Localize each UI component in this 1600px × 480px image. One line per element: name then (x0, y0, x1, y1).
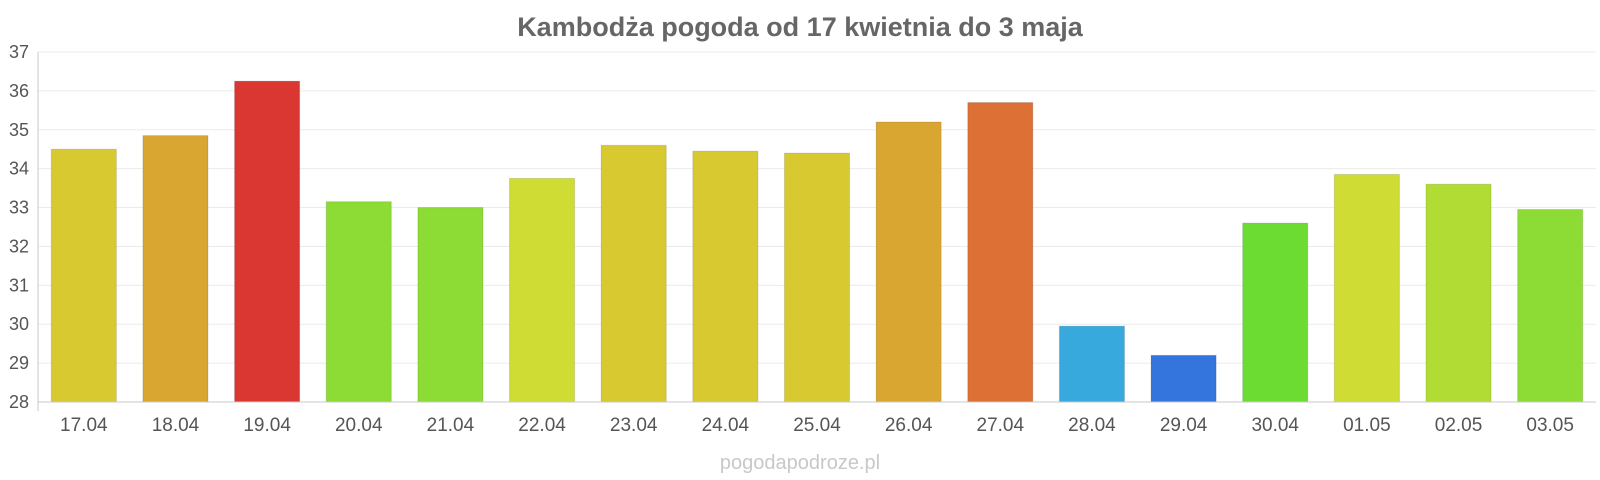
x-category-label: 28.04 (1068, 415, 1116, 436)
axes (37, 52, 1596, 411)
y-tick-label: 31 (9, 275, 29, 295)
y-tick-label: 29 (9, 353, 29, 373)
bar-25.04 (783, 152, 851, 403)
bar-21.04 (417, 207, 484, 403)
x-category-label: 26.04 (885, 415, 933, 436)
chart-title: Kambodża pogoda od 17 kwietnia do 3 maja (517, 12, 1084, 42)
y-tick-label: 30 (9, 314, 29, 334)
x-category-label: 02.05 (1435, 415, 1483, 436)
bar-19.04 (234, 80, 301, 403)
x-category-label: 19.04 (243, 415, 291, 436)
x-category-label: 17.04 (60, 415, 108, 436)
bar-23.04 (600, 144, 667, 403)
x-category-label: 23.04 (610, 415, 658, 436)
x-category-label: 21.04 (427, 415, 475, 436)
bar-28.04 (1058, 325, 1125, 403)
bars (50, 80, 1584, 403)
x-category-label: 18.04 (152, 415, 200, 436)
bar-02.05 (1425, 183, 1492, 403)
x-category-label: 22.04 (518, 415, 566, 436)
bar-27.04 (967, 102, 1034, 403)
x-category-label: 20.04 (335, 415, 383, 436)
bar-30.04 (1242, 222, 1309, 403)
y-tick-label: 28 (9, 392, 29, 412)
bar-29.04 (1150, 354, 1217, 403)
y-tick-label: 34 (9, 159, 29, 179)
bar-26.04 (875, 121, 942, 403)
x-category-label: 03.05 (1526, 415, 1574, 436)
x-category-label: 01.05 (1343, 415, 1391, 436)
x-category-label: 27.04 (977, 415, 1025, 436)
bar-20.04 (325, 201, 392, 403)
x-category-label: 29.04 (1160, 415, 1208, 436)
y-tick-label: 36 (9, 81, 29, 101)
bar-17.04 (50, 148, 117, 403)
watermark: pogodapodroze.pl (720, 452, 880, 474)
bar-03.05 (1517, 209, 1584, 403)
x-category-label: 24.04 (702, 415, 750, 436)
x-category-label: 30.04 (1251, 415, 1299, 436)
bar-18.04 (142, 135, 209, 403)
bar-01.05 (1333, 174, 1400, 403)
y-tick-label: 35 (9, 120, 29, 140)
bar-22.04 (509, 177, 576, 403)
y-tick-label: 37 (9, 42, 29, 62)
labels: 28 29 30 31 32 33 34 35 36 37 17.04 18.04 19.04 20.04… (9, 42, 1574, 436)
bar-24.04 (692, 150, 759, 403)
x-category-label: 25.04 (793, 415, 841, 436)
y-tick-label: 33 (9, 198, 29, 218)
y-tick-label: 32 (9, 236, 29, 256)
